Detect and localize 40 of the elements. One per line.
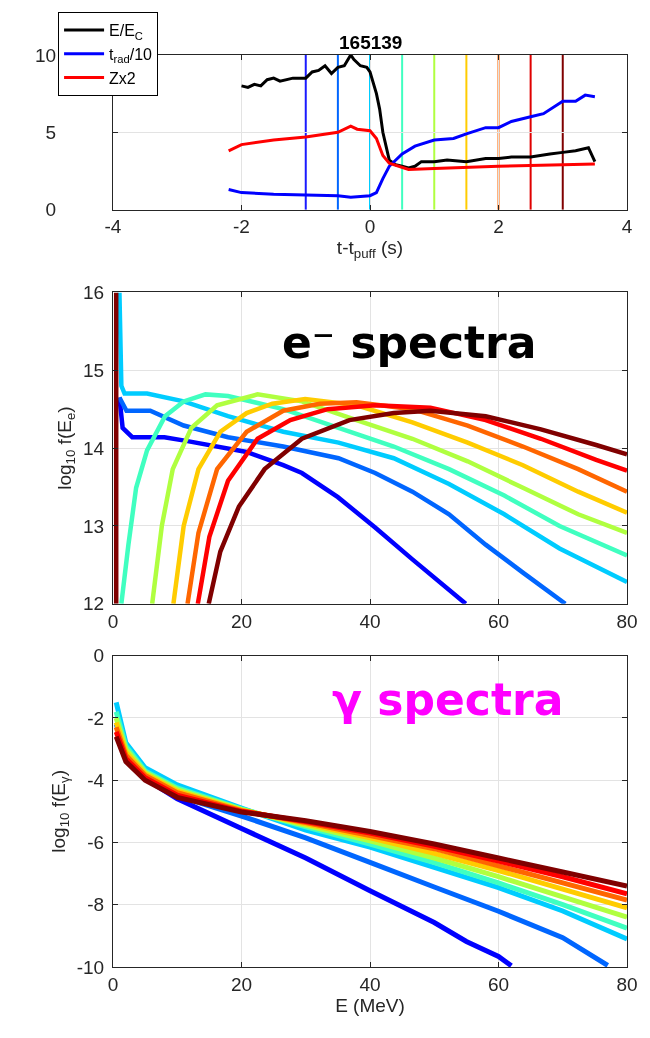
y-tick-label: 10 (35, 44, 57, 66)
y-tick-label: 13 (83, 515, 105, 537)
x-tick-label: 0 (364, 216, 376, 238)
x-axis-title: E (MeV) (335, 994, 405, 1016)
x-tick-label: 60 (487, 610, 510, 632)
x-tick-label: 20 (230, 973, 253, 995)
annotation: e⁻ spectra (282, 317, 537, 368)
x-tick-label: 2 (493, 216, 504, 238)
x-tick-label: 40 (359, 610, 381, 632)
y-tick-label: -6 (87, 832, 105, 854)
x-tick-label: 0 (107, 973, 119, 995)
line-series (227, 93, 597, 199)
chart-title: 165139 (339, 32, 403, 53)
y-tick-label: -8 (87, 894, 105, 916)
y-tick-label: 14 (83, 437, 105, 459)
legend-label: Zx2 (109, 69, 136, 87)
y-tick-label: -10 (76, 956, 105, 978)
line-series (240, 54, 597, 170)
y-tick-label: -2 (87, 707, 105, 729)
legend-label: t$_{rad}$/10 (109, 45, 153, 66)
y-tick-label: 0 (93, 645, 105, 667)
x-axis-title: t-t$_{puff}$ (s) (336, 237, 404, 262)
y-tick-label: 15 (83, 359, 105, 381)
x-tick-label: -4 (104, 216, 122, 238)
x-tick-label: 80 (616, 610, 638, 632)
x-tick-label: 60 (487, 973, 510, 995)
line-series (227, 124, 597, 171)
x-tick-label: 0 (107, 610, 119, 632)
x-tick-label: 4 (621, 216, 633, 238)
x-tick-label: -2 (233, 216, 250, 238)
y-tick-label: 12 (83, 593, 105, 615)
y-tick-label: 0 (45, 199, 57, 221)
x-tick-label: 40 (359, 973, 381, 995)
x-tick-label: 80 (616, 973, 638, 995)
y-tick-label: -4 (87, 769, 105, 791)
annotation: γ spectra (332, 674, 564, 725)
legend-label: E/E$_{C}$ (109, 22, 143, 42)
y-tick-label: 5 (45, 121, 57, 143)
y-tick-label: 16 (83, 282, 105, 304)
x-tick-label: 20 (230, 610, 253, 632)
